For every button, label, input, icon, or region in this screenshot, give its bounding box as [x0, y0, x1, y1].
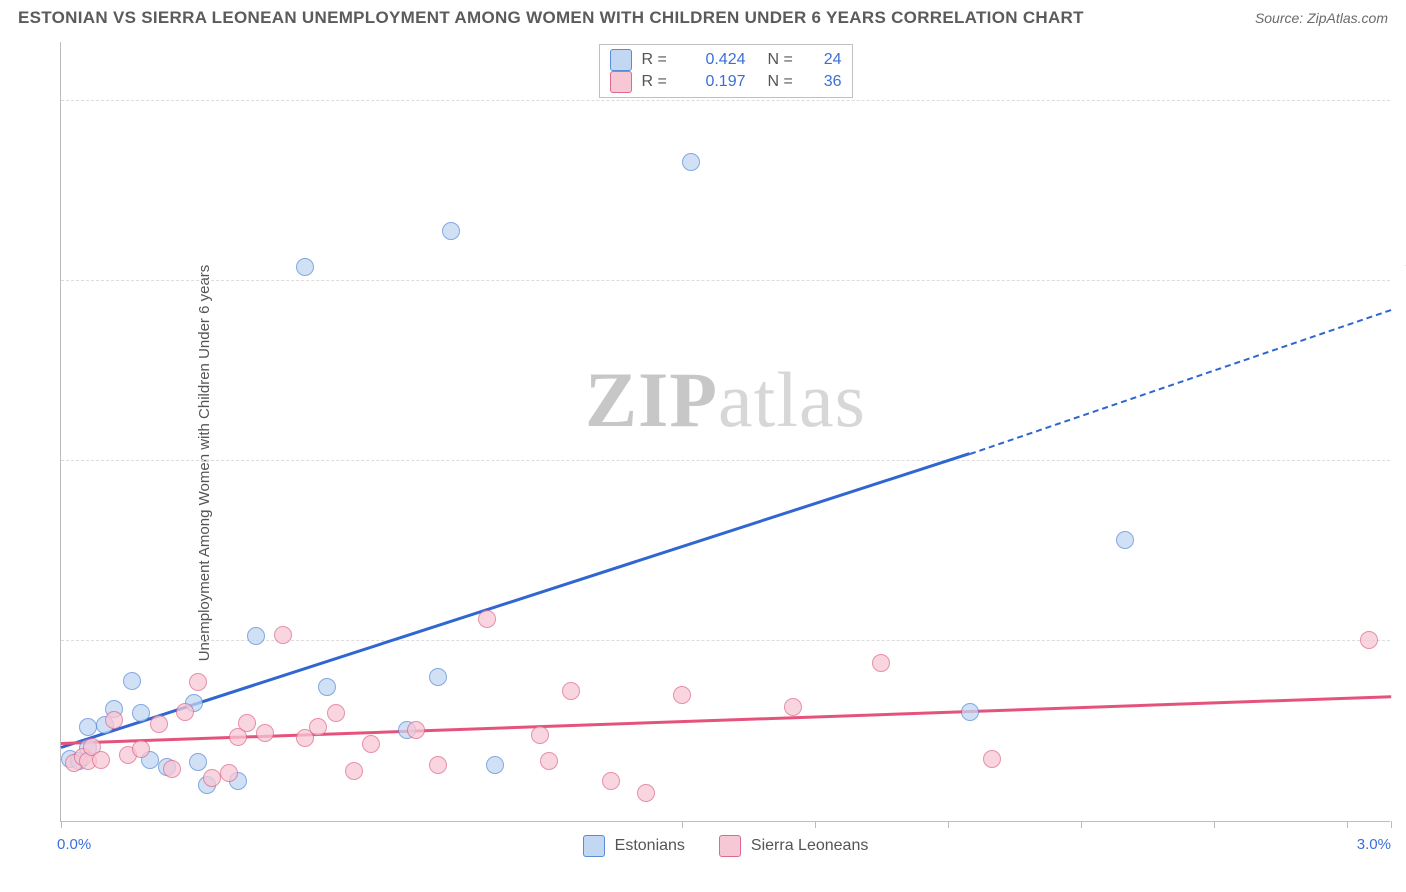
plot-area: ZIPatlas R =0.424N =24R =0.197N =36 Esto… — [60, 42, 1390, 822]
y-tick-label: 30.0% — [1396, 436, 1406, 453]
data-point — [1116, 531, 1134, 549]
r-value: 0.424 — [686, 51, 746, 69]
legend-swatch — [583, 835, 605, 857]
legend-swatch — [610, 71, 632, 93]
data-point — [637, 784, 655, 802]
gridline — [61, 460, 1390, 461]
y-tick-label: 15.0% — [1396, 616, 1406, 633]
source-label: Source: ZipAtlas.com — [1255, 10, 1388, 26]
page-title: ESTONIAN VS SIERRA LEONEAN UNEMPLOYMENT … — [18, 8, 1084, 28]
x-tick — [1081, 821, 1082, 828]
gridline — [61, 280, 1390, 281]
trendline-dashed — [970, 309, 1392, 455]
data-point — [309, 718, 327, 736]
data-point — [442, 222, 460, 240]
data-point — [673, 686, 691, 704]
x-tick — [948, 821, 949, 828]
data-point — [407, 721, 425, 739]
data-point — [176, 703, 194, 721]
data-point — [429, 756, 447, 774]
y-tick-label: 60.0% — [1396, 76, 1406, 93]
data-point — [345, 762, 363, 780]
data-point — [478, 610, 496, 628]
data-point — [220, 764, 238, 782]
data-point — [486, 756, 504, 774]
data-point — [247, 627, 265, 645]
legend-label: Estonians — [615, 837, 685, 855]
legend-stats: R = 0.424 N = 24 R = 0.197 N = 36 — [599, 44, 853, 98]
y-tick-label: 45.0% — [1396, 256, 1406, 273]
legend-item: Sierra Leoneans — [719, 835, 868, 857]
legend-label: Sierra Leoneans — [751, 837, 868, 855]
x-tick — [1214, 821, 1215, 828]
data-point — [189, 673, 207, 691]
legend-stat-row: R = 0.197 N = 36 — [610, 71, 842, 93]
data-point — [784, 698, 802, 716]
data-point — [983, 750, 1001, 768]
data-point — [132, 740, 150, 758]
data-point — [531, 726, 549, 744]
data-point — [189, 753, 207, 771]
x-tick — [61, 821, 62, 828]
r-label: R = — [642, 73, 676, 91]
n-label: N = — [768, 51, 802, 69]
data-point — [92, 751, 110, 769]
legend-stat-row: R = 0.424 N = 24 — [610, 49, 842, 71]
legend-item: Estonians — [583, 835, 685, 857]
n-value: 24 — [812, 51, 842, 69]
chart-container: Unemployment Among Women with Children U… — [0, 34, 1406, 892]
data-point — [1360, 631, 1378, 649]
r-label: R = — [642, 51, 676, 69]
legend-swatch — [610, 49, 632, 71]
x-tick-label: 3.0% — [1357, 836, 1391, 853]
data-point — [362, 735, 380, 753]
data-point — [540, 752, 558, 770]
data-point — [429, 668, 447, 686]
data-point — [163, 760, 181, 778]
data-point — [961, 703, 979, 721]
n-value: 36 — [812, 73, 842, 91]
data-point — [132, 704, 150, 722]
gridline — [61, 100, 1390, 101]
data-point — [105, 711, 123, 729]
data-point — [318, 678, 336, 696]
data-point — [296, 258, 314, 276]
legend-series: Estonians Sierra Leoneans — [61, 835, 1390, 857]
data-point — [203, 769, 221, 787]
data-point — [274, 626, 292, 644]
data-point — [79, 718, 97, 736]
data-point — [872, 654, 890, 672]
data-point — [562, 682, 580, 700]
data-point — [123, 672, 141, 690]
x-tick — [682, 821, 683, 828]
data-point — [150, 715, 168, 733]
x-tick — [815, 821, 816, 828]
x-tick-label: 0.0% — [57, 836, 91, 853]
data-point — [602, 772, 620, 790]
x-tick — [1391, 821, 1392, 828]
data-point — [256, 724, 274, 742]
data-point — [682, 153, 700, 171]
watermark: ZIPatlas — [585, 355, 866, 445]
n-label: N = — [768, 73, 802, 91]
legend-swatch — [719, 835, 741, 857]
r-value: 0.197 — [686, 73, 746, 91]
data-point — [327, 704, 345, 722]
data-point — [238, 714, 256, 732]
x-tick — [1347, 821, 1348, 828]
